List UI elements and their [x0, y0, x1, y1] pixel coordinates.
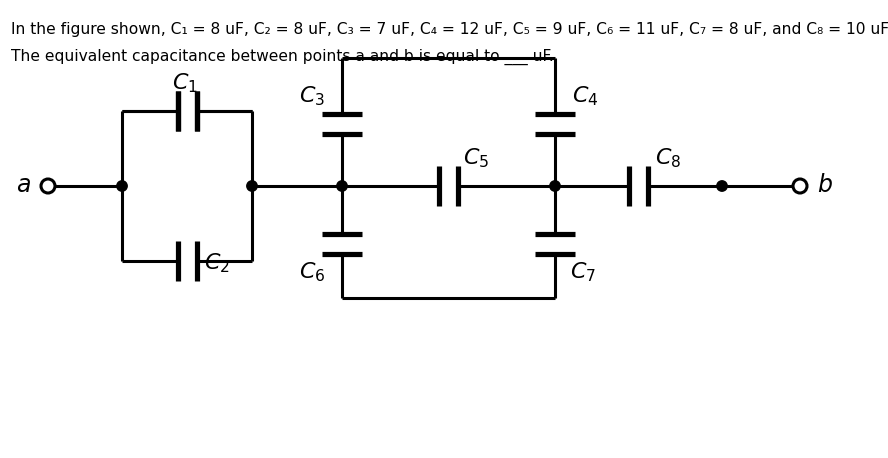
Circle shape	[550, 181, 560, 191]
Text: $a$: $a$	[15, 174, 30, 197]
Circle shape	[337, 181, 347, 191]
Text: $C_3$: $C_3$	[299, 84, 325, 108]
Text: $C_6$: $C_6$	[298, 260, 325, 284]
Text: The equivalent capacitance between points a and b is equal to ___ uF.: The equivalent capacitance between point…	[11, 49, 553, 65]
Text: $b$: $b$	[817, 174, 833, 197]
Circle shape	[247, 181, 258, 191]
Text: $C_5$: $C_5$	[464, 146, 489, 170]
Text: $C_2$: $C_2$	[204, 251, 230, 275]
Text: $C_1$: $C_1$	[172, 71, 198, 95]
Circle shape	[117, 181, 127, 191]
Text: $C_8$: $C_8$	[655, 146, 682, 170]
Circle shape	[717, 181, 727, 191]
Text: $C_7$: $C_7$	[570, 260, 596, 284]
Text: $C_4$: $C_4$	[572, 84, 599, 108]
Text: In the figure shown, C₁ = 8 uF, C₂ = 8 uF, C₃ = 7 uF, C₄ = 12 uF, C₅ = 9 uF, C₆ : In the figure shown, C₁ = 8 uF, C₂ = 8 u…	[11, 22, 888, 37]
